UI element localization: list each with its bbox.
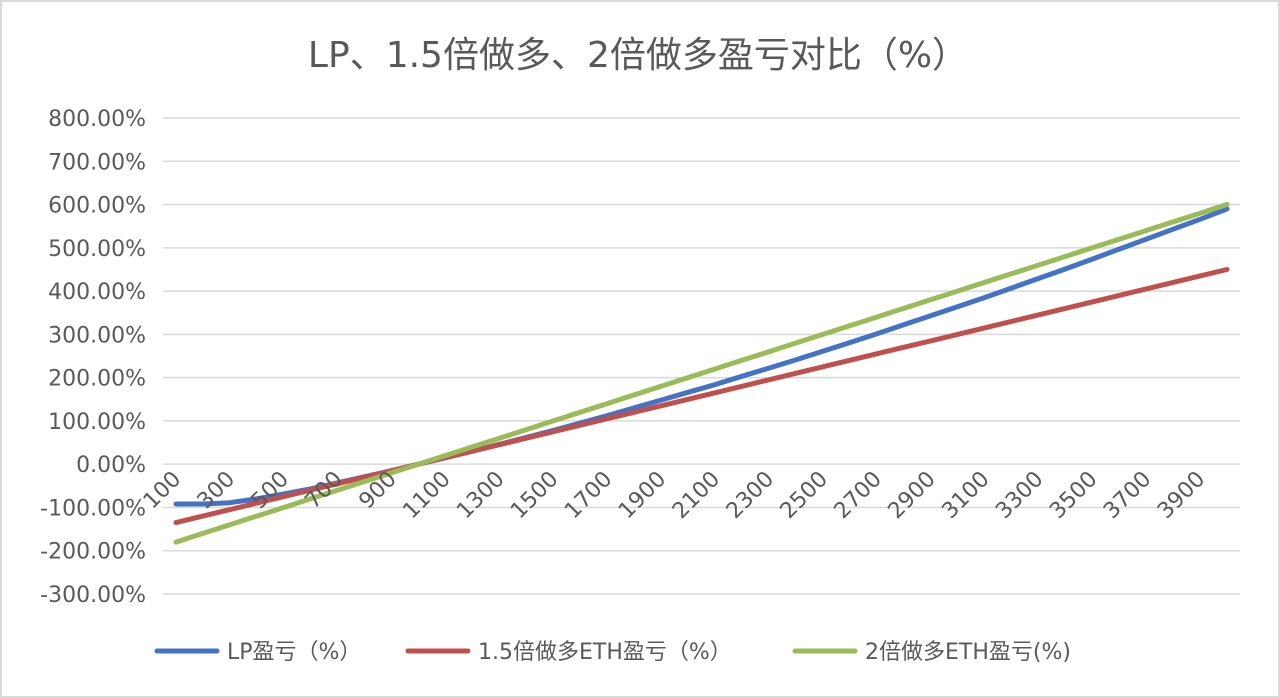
x-tick-label: 3700 [1099,467,1156,524]
y-axis-ticks: 800.00% 700.00% 600.00% 500.00% 400.00% 300.0… [40,107,146,608]
series-line-2 [173,267,1230,526]
y-tick-label: 700.00% [48,150,146,175]
chart-title: LP、1.5倍做多、2倍做多盈亏对比（%） [307,35,969,76]
y-tick-label: 300.00% [48,323,146,348]
legend: LP盈亏（%） 1.5倍做多ETH盈亏（%） 2倍做多ETH盈亏(%) [154,640,1071,665]
x-tick-label: 3500 [1045,467,1102,524]
x-tick-label: 3100 [937,467,994,524]
x-tick-label: 2300 [722,467,779,524]
legend-label: 1.5倍做多ETH盈亏（%） [478,640,732,665]
y-tick-label: 0.00% [76,453,146,478]
x-tick-label: 2500 [776,467,833,524]
x-tick-label: 1900 [614,467,671,524]
x-axis-ticks: 100 300 500 700 9001100130015001700190021002… [139,467,1210,524]
x-tick-label: 3300 [991,467,1048,524]
y-tick-label: 100.00% [48,410,146,435]
x-tick-label: 2700 [830,467,887,524]
y-tick-label: -200.00% [40,540,146,565]
legend-label: LP盈亏（%） [227,640,361,665]
y-tick-label: -300.00% [40,583,146,608]
x-tick-label: 2900 [884,467,941,524]
y-tick-label: 200.00% [48,367,146,392]
y-tick-label: 800.00% [48,107,146,132]
series-line-3 [173,202,1230,545]
x-tick-label: 1100 [398,467,455,524]
x-tick-label: 1500 [506,467,563,524]
x-tick-label: 2100 [668,467,725,524]
y-tick-label: 400.00% [48,280,146,305]
series-lines [173,202,1230,545]
legend-label: 2倍做多ETH盈亏(%) [865,640,1071,665]
y-tick-label: -100.00% [40,496,146,521]
y-tick-label: 500.00% [48,237,146,262]
gridlines [163,117,1240,595]
x-tick-label: 1300 [452,467,509,524]
y-tick-label: 600.00% [48,194,146,219]
x-tick-label: 1700 [560,467,617,524]
x-tick-label: 3900 [1153,467,1210,524]
